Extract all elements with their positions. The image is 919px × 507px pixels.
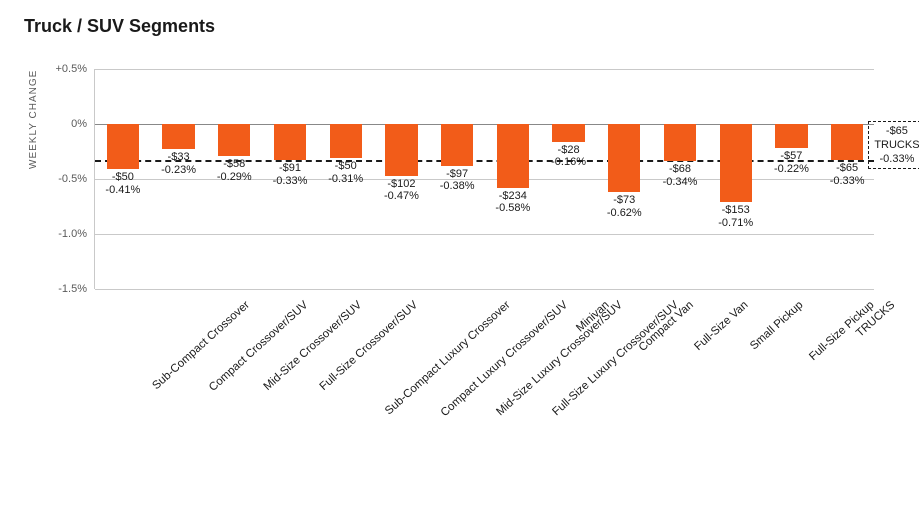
bar (608, 124, 640, 192)
page-title: Truck / SUV Segments (24, 16, 895, 37)
bar-label-pct: -0.71% (718, 217, 753, 229)
bar (274, 124, 306, 160)
y-tick-label: 0% (71, 118, 95, 130)
x-tick-label: Small Pickup (748, 299, 805, 352)
bar (385, 124, 417, 176)
bar-label-dollar: -$102 (387, 178, 415, 190)
y-tick-label: -1.0% (58, 228, 95, 240)
bar-label: -$234-0.58% (495, 190, 530, 215)
bar-label-dollar: -$28 (558, 144, 580, 156)
bar-label: -$50-0.31% (328, 160, 363, 185)
bar-label-pct: -0.38% (440, 180, 475, 192)
bar (497, 124, 529, 188)
bar-label-dollar: -$97 (446, 168, 468, 180)
reference-annotation-line: -$65 (874, 125, 919, 139)
bar (831, 124, 863, 160)
bar (552, 124, 584, 142)
x-tick-label: Full-Size Luxury Crossover/SUV (550, 299, 681, 418)
bar-label-dollar: -$153 (722, 204, 750, 216)
bar-label: -$28-0.16% (551, 144, 586, 169)
x-tick-label: Full-Size Van (692, 299, 750, 353)
bar-label-dollar: -$91 (279, 162, 301, 174)
bar (775, 124, 807, 148)
bar-label: -$33-0.23% (161, 151, 196, 176)
x-tick-label: Mid-Size Crossover/SUV (262, 299, 365, 393)
bar (162, 124, 194, 149)
gridline (95, 234, 874, 235)
bar-label-dollar: -$50 (335, 160, 357, 172)
reference-annotation-line: -0.33% (874, 153, 919, 167)
bar-label: -$58-0.29% (217, 158, 252, 183)
x-tick-label: Sub-Compact Crossover (150, 299, 252, 392)
bar (720, 124, 752, 202)
bar-label-pct: -0.47% (384, 190, 419, 202)
bar-label-pct: -0.58% (495, 202, 530, 214)
bar-label-pct: -0.34% (663, 176, 698, 188)
bar-label-dollar: -$33 (168, 151, 190, 163)
bar (664, 124, 696, 161)
bar-label-pct: -0.23% (161, 164, 196, 176)
bar (107, 124, 139, 169)
bar-label-dollar: -$57 (780, 150, 802, 162)
bar-label-pct: -0.41% (105, 184, 140, 196)
weekly-change-chart: WEEKLY CHANGE +0.5%0%-0.5%-1.0%-1.5%-$50… (34, 49, 904, 489)
x-tick-label: Full-Size Crossover/SUV (318, 299, 421, 393)
gridline (95, 69, 874, 70)
bar-label-pct: -0.22% (774, 163, 809, 175)
bar-label-dollar: -$234 (499, 190, 527, 202)
y-tick-label: +0.5% (56, 63, 96, 75)
bar-label: -$102-0.47% (384, 178, 419, 203)
gridline (95, 289, 874, 290)
bar-label-dollar: -$50 (112, 171, 134, 183)
bar-label-pct: -0.29% (217, 171, 252, 183)
bar-label: -$91-0.33% (273, 162, 308, 187)
bar-label: -$50-0.41% (105, 171, 140, 196)
y-axis-label: WEEKLY CHANGE (28, 70, 39, 169)
y-tick-label: -1.5% (58, 283, 95, 295)
reference-annotation: -$65TRUCKS-0.33% (868, 121, 919, 169)
bar-label-dollar: -$73 (613, 194, 635, 206)
bar-label-pct: -0.33% (830, 175, 865, 187)
bar-label: -$65-0.33% (830, 162, 865, 187)
bar-label: -$153-0.71% (718, 204, 753, 229)
bar-label-dollar: -$68 (669, 163, 691, 175)
x-tick-label: Compact Crossover/SUV (207, 299, 311, 394)
y-tick-label: -0.5% (58, 173, 95, 185)
bar-label: -$57-0.22% (774, 150, 809, 175)
bar-label-pct: -0.33% (273, 175, 308, 187)
bar-label-pct: -0.62% (607, 207, 642, 219)
gridline (95, 179, 874, 180)
bar (330, 124, 362, 158)
bar (441, 124, 473, 166)
plot-area: +0.5%0%-0.5%-1.0%-1.5%-$50-0.41%-$33-0.2… (94, 69, 874, 289)
reference-line (95, 160, 874, 162)
bar-label-dollar: -$65 (836, 162, 858, 174)
zero-line (95, 124, 874, 125)
bar-label: -$73-0.62% (607, 194, 642, 219)
bar-label: -$97-0.38% (440, 168, 475, 193)
reference-annotation-line: TRUCKS (874, 139, 919, 153)
bar-label: -$68-0.34% (663, 163, 698, 188)
bar (218, 124, 250, 156)
bar-label-dollar: -$58 (223, 158, 245, 170)
bar-label-pct: -0.31% (328, 173, 363, 185)
bar-label-pct: -0.16% (551, 156, 586, 168)
